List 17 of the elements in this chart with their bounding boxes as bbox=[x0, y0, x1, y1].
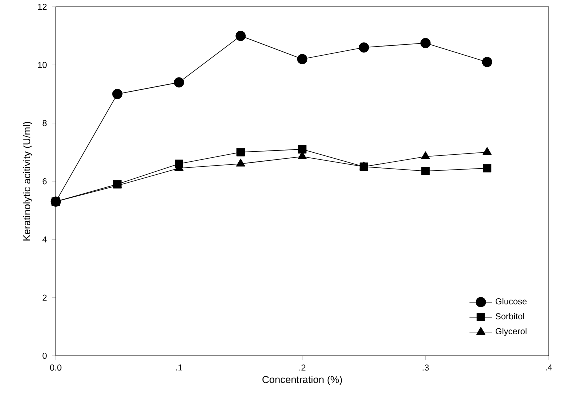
y-tick-label: 4 bbox=[42, 236, 48, 243]
legend-label: Glycerol bbox=[496, 328, 527, 336]
x-tick-label: .4 bbox=[546, 364, 552, 371]
legend-label: Sorbitol bbox=[496, 313, 524, 320]
x-axis-title: Concentration (%) bbox=[262, 376, 342, 386]
y-tick-label: 8 bbox=[42, 120, 47, 126]
y-tick-label: 2 bbox=[42, 294, 47, 301]
y-tick-label: 0 bbox=[42, 352, 47, 360]
y-axis-title: Keratinolytic acitivity (U/ml) bbox=[23, 122, 32, 241]
legend-label: Glucose bbox=[496, 298, 527, 305]
y-tick-label: 6 bbox=[42, 178, 47, 185]
x-tick-label: 0.0 bbox=[50, 364, 62, 371]
y-tick-label: 10 bbox=[38, 62, 47, 68]
x-tick-label: .2 bbox=[300, 364, 306, 371]
y-tick-label: 12 bbox=[38, 4, 47, 10]
x-tick-label: .1 bbox=[176, 364, 182, 371]
x-tick-label: .3 bbox=[422, 364, 429, 371]
